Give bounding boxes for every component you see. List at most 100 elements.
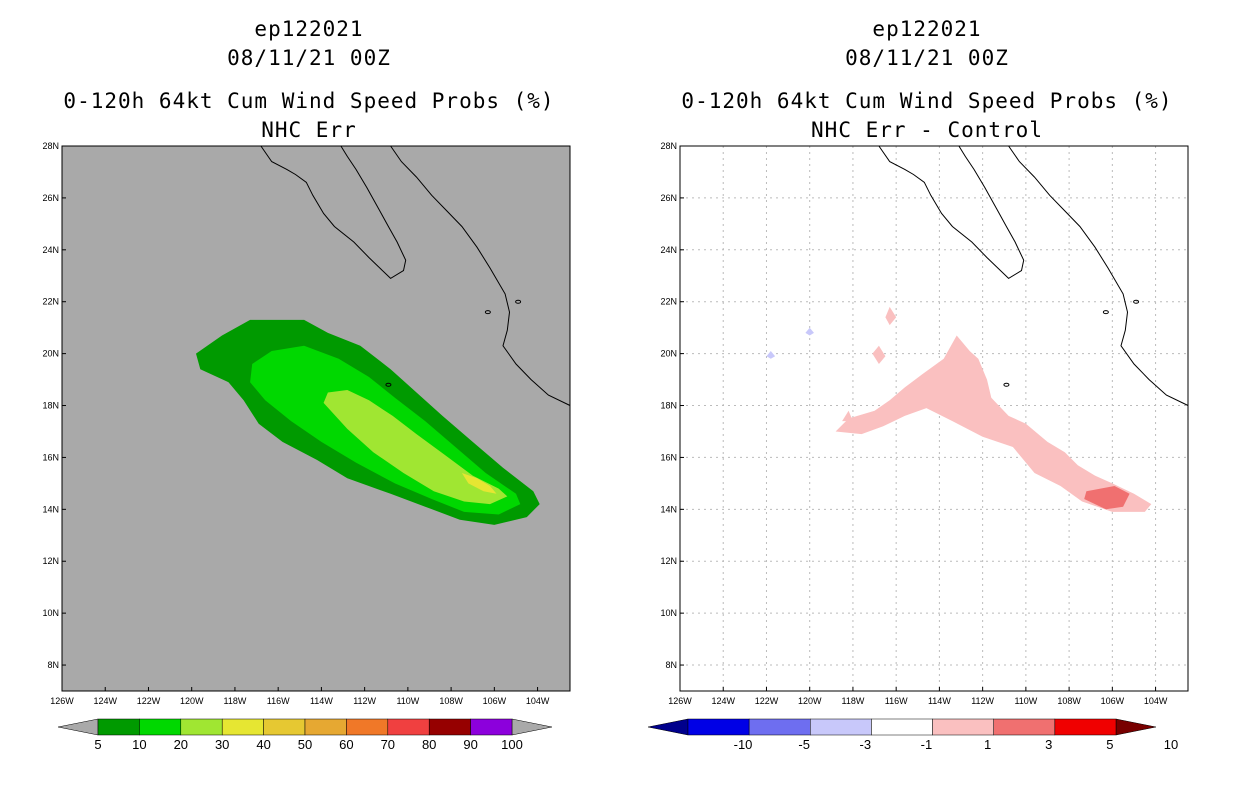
x-tick-label: 106W [483, 696, 507, 706]
colorbar-label: 60 [339, 737, 353, 752]
x-tick-label: 116W [267, 696, 290, 706]
colorbar-below-arrow [647, 718, 689, 736]
island-coastline [1003, 382, 1010, 387]
left-title-variant: NHC Err [261, 118, 357, 142]
contour-1-3 [885, 306, 897, 326]
island-coastline [1133, 299, 1140, 304]
colorbar-label: -1 [921, 737, 933, 752]
colorbar-segment [932, 718, 994, 736]
colorbar-segment [1054, 718, 1117, 736]
colorbar-label: -3 [860, 737, 872, 752]
colorbar-label: 5 [1106, 737, 1113, 752]
contour--3--1 [805, 327, 814, 336]
colorbar-segment [687, 718, 750, 736]
baja-coastline [878, 145, 1025, 280]
left-panel: ep122021 08/11/21 00Z 0-120h 64kt Cum Wi… [42, 17, 571, 752]
colorbar-segment [470, 718, 513, 736]
y-tick-label: 8N [47, 660, 59, 670]
x-tick-label: 120W [798, 696, 822, 706]
colorbar-label: 80 [422, 737, 436, 752]
x-tick-label: 112W [971, 696, 994, 706]
right-title-product: 0-120h 64kt Cum Wind Speed Probs (%) [681, 89, 1173, 113]
x-tick-label: 106W [1101, 696, 1125, 706]
island-coastline [484, 310, 491, 315]
y-tick-label: 8N [665, 660, 677, 670]
colorbar-segment [387, 718, 430, 736]
colorbar-segment [221, 718, 264, 736]
colorbar-segment [180, 718, 223, 736]
y-tick-label: 24N [660, 245, 677, 255]
colorbar-segment [871, 718, 933, 736]
map-background [680, 146, 1188, 691]
y-tick-label: 22N [660, 297, 677, 307]
y-tick-label: 22N [42, 297, 59, 307]
y-tick-label: 12N [42, 556, 59, 566]
x-tick-label: 118W [224, 696, 247, 706]
mainland-coastline [1008, 145, 1189, 406]
y-tick-label: 14N [42, 504, 59, 514]
x-tick-label: 116W [885, 696, 908, 706]
colorbar-segment [263, 718, 306, 736]
contour-1-3 [835, 335, 1152, 512]
y-tick-label: 12N [660, 556, 677, 566]
colorbar-label: 5 [94, 737, 101, 752]
baja-coastline [260, 145, 407, 280]
colorbar-segment [304, 718, 347, 736]
x-tick-label: 108W [1057, 696, 1081, 706]
plot-frame [61, 145, 571, 692]
colorbar-above-arrow [1115, 718, 1157, 736]
y-tick-label: 28N [42, 141, 59, 151]
colorbar-label: 40 [256, 737, 270, 752]
right-title-storm-id: ep122021 [872, 17, 982, 41]
x-tick-label: 124W [93, 696, 117, 706]
y-tick-label: 26N [42, 193, 59, 203]
colorbar-segment [428, 718, 471, 736]
x-tick-label: 124W [711, 696, 735, 706]
right-map-chart: 126W 124W 122W 120W 118W 116W 114W 112W 110W 108W… [647, 141, 1189, 752]
colorbar-label: 100 [501, 737, 523, 752]
left-map-chart: 126W 124W 122W 120W 118W 116W 114W 112W 110W 108W… [42, 141, 571, 752]
colorbar-label: 30 [215, 737, 229, 752]
colorbar-label: 10 [1164, 737, 1178, 752]
x-tick-label: 118W [842, 696, 865, 706]
x-tick-label: 114W [310, 696, 333, 706]
x-tick-label: 104W [526, 696, 550, 706]
y-tick-label: 18N [42, 401, 59, 411]
right-panel: ep122021 08/11/21 00Z 0-120h 64kt Cum Wi… [618, 0, 1236, 800]
x-tick-label: 110W [1014, 696, 1037, 706]
y-tick-label: 16N [42, 452, 59, 462]
colorbar-label: 90 [463, 737, 477, 752]
colorbar-label: 1 [984, 737, 991, 752]
x-tick-label: 122W [755, 696, 779, 706]
x-tick-label: 126W [50, 696, 74, 706]
y-tick-label: 18N [660, 401, 677, 411]
colorbar-below-arrow [57, 718, 99, 736]
colorbar-segment [993, 718, 1056, 736]
island-coastline [515, 299, 522, 304]
x-tick-label: 122W [137, 696, 161, 706]
colorbar-above-arrow [511, 718, 553, 736]
y-tick-label: 10N [660, 608, 677, 618]
y-tick-label: 28N [660, 141, 677, 151]
colorbar-segment [139, 718, 182, 736]
y-tick-label: 20N [42, 349, 59, 359]
y-tick-label: 26N [660, 193, 677, 203]
colorbar-label: 10 [132, 737, 146, 752]
colorbar-segment [810, 718, 872, 736]
right-title-datetime: 08/11/21 00Z [845, 46, 1009, 70]
colorbar-label: 3 [1045, 737, 1052, 752]
right-title-variant: NHC Err - Control [811, 118, 1043, 142]
contour-3-5 [1084, 486, 1130, 510]
x-tick-label: 126W [668, 696, 692, 706]
colorbar-segment [748, 718, 811, 736]
colorbar-label: -10 [734, 737, 753, 752]
island-coastline [385, 382, 392, 387]
y-tick-label: 24N [42, 245, 59, 255]
y-tick-label: 16N [660, 452, 677, 462]
colorbar-segment [97, 718, 140, 736]
y-tick-label: 14N [660, 504, 677, 514]
plot-frame [679, 145, 1189, 692]
island-coastline [1102, 310, 1109, 315]
colorbar-label: 70 [381, 737, 395, 752]
x-tick-label: 104W [1144, 696, 1168, 706]
